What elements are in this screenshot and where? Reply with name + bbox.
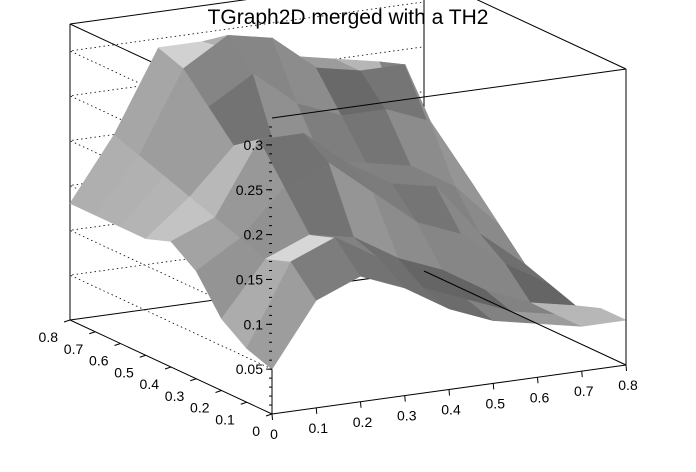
x-tick-mark bbox=[581, 371, 583, 378]
y-tick-mark bbox=[63, 319, 71, 323]
x-tick-mark bbox=[315, 407, 318, 414]
front-edge bbox=[271, 68, 627, 119]
y-tick-mark bbox=[190, 378, 197, 382]
back-edge bbox=[69, 0, 248, 25]
y-tick-label: 0.3 bbox=[165, 388, 185, 404]
x-tick-label: 0.3 bbox=[397, 408, 417, 424]
axis-ticks: 0.05 0.1 0.15 0.2 0.25 0.3 0 0.1 0.2 0.3 0.4 0.5 0.6… bbox=[39, 126, 638, 442]
x-tick-mark bbox=[492, 383, 495, 390]
z-tick-label: 0.2 bbox=[244, 227, 264, 243]
y-axis-line bbox=[423, 270, 627, 366]
y-tick-label: 0.8 bbox=[39, 329, 59, 345]
z-tick-label: 0.05 bbox=[236, 361, 263, 377]
y-tick-label: 0.5 bbox=[114, 364, 134, 380]
x-tick-label: 0.7 bbox=[574, 383, 594, 399]
y-tick-mark bbox=[139, 354, 146, 358]
x-tick-mark bbox=[404, 395, 406, 402]
y-tick-label: 0 bbox=[252, 423, 260, 439]
chart-title: TGraph2D merged with a TH2 bbox=[208, 6, 489, 29]
y-tick-label: 0.2 bbox=[190, 400, 210, 416]
z-tick-label: 0.3 bbox=[244, 137, 264, 153]
y-tick-label: 0.6 bbox=[89, 353, 109, 369]
z-tick-label: 0.1 bbox=[244, 316, 264, 332]
x-tick-label: 0 bbox=[270, 426, 278, 442]
surface bbox=[69, 34, 628, 370]
y-tick-mark bbox=[114, 343, 121, 346]
x-tick-mark bbox=[625, 364, 627, 372]
y-tick-mark bbox=[215, 390, 222, 393]
y-tick-mark bbox=[164, 366, 172, 370]
y-tick-mark bbox=[240, 401, 247, 405]
x-tick-label: 0.1 bbox=[309, 420, 329, 436]
x-tick-mark bbox=[271, 413, 273, 421]
x-tick-label: 0.5 bbox=[486, 395, 506, 411]
x-tick-label: 0.8 bbox=[618, 377, 638, 393]
surface-facet bbox=[555, 308, 628, 327]
z-tick-label: 0.15 bbox=[236, 271, 263, 287]
z-tick-label: 0.25 bbox=[236, 182, 263, 198]
y-tick-label: 0.7 bbox=[64, 341, 84, 357]
y-tick-label: 0.1 bbox=[215, 411, 235, 427]
x-tick-label: 0.4 bbox=[441, 402, 461, 418]
x-tick-mark bbox=[360, 401, 362, 408]
x-tick-label: 0.6 bbox=[530, 389, 550, 405]
y-tick-mark bbox=[89, 331, 96, 335]
front-edge bbox=[476, 0, 627, 70]
x-tick-label: 0.2 bbox=[353, 414, 373, 430]
x-tick-mark bbox=[537, 377, 539, 384]
y-tick-label: 0.4 bbox=[140, 376, 160, 392]
y-tick-mark bbox=[265, 413, 273, 417]
x-tick-mark bbox=[448, 389, 450, 396]
